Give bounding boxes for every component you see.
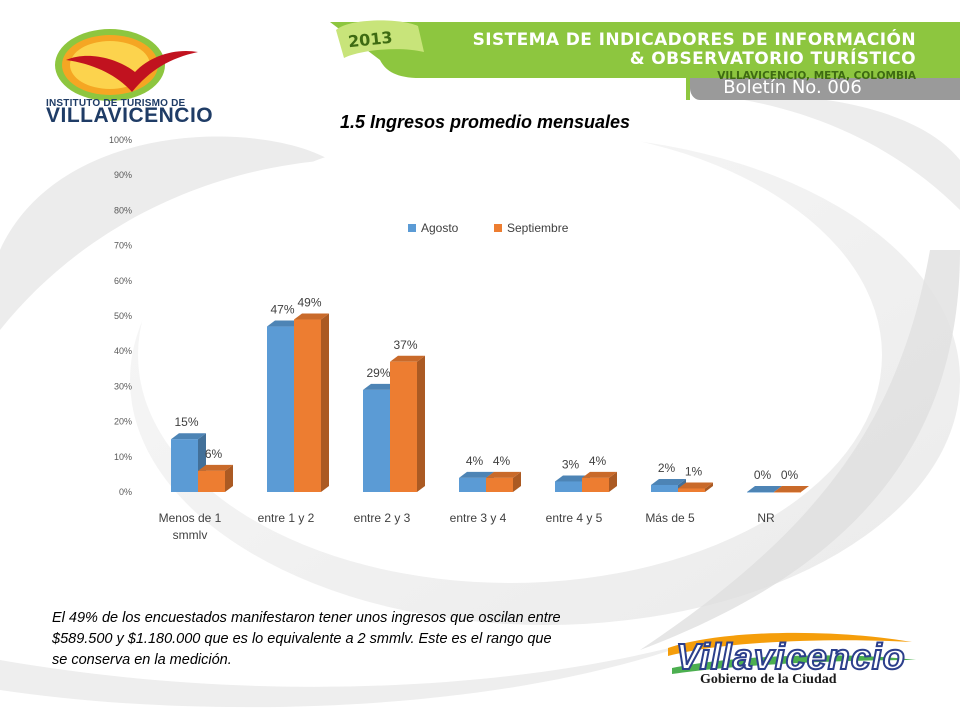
bar-top xyxy=(555,475,590,482)
bar-septiembre xyxy=(486,477,513,492)
header-banner xyxy=(330,22,960,78)
boletin-tab xyxy=(690,78,960,100)
x-tick-label: smmlv xyxy=(173,528,208,542)
bar-septiembre xyxy=(774,492,801,493)
logo-text-villavicencio: VILLAVICENCIO xyxy=(46,104,214,127)
bar-agosto xyxy=(363,389,390,492)
y-tick-label: 30% xyxy=(114,381,132,391)
chart-title: 1.5 Ingresos promedio mensuales xyxy=(339,112,631,132)
data-label: 3% xyxy=(562,457,580,471)
boletin-number: Boletín No. 006 xyxy=(723,77,862,98)
y-tick-label: 80% xyxy=(114,205,132,215)
bar-top xyxy=(294,313,329,320)
data-label: 1% xyxy=(685,464,703,478)
y-tick-label: 50% xyxy=(114,311,132,321)
data-label: 0% xyxy=(781,468,799,482)
bar-septiembre xyxy=(198,470,225,492)
data-label: 2% xyxy=(658,461,676,475)
legend-label: Septiembre xyxy=(507,221,569,235)
y-tick-label: 20% xyxy=(114,417,132,427)
data-label: 15% xyxy=(174,415,198,429)
legend-swatch-agosto xyxy=(408,224,416,232)
data-label: 4% xyxy=(589,454,607,468)
data-label: 6% xyxy=(205,447,223,461)
header-title-line1: SISTEMA DE INDICADORES DE INFORMACIÓN xyxy=(472,30,916,50)
x-tick-label: entre 1 y 2 xyxy=(258,511,315,525)
bar-agosto xyxy=(651,484,678,492)
bar-top xyxy=(363,383,398,390)
x-tick-label: Menos de 1 xyxy=(159,511,222,525)
data-label: 4% xyxy=(493,454,511,468)
bar-side xyxy=(225,464,233,492)
body-text: El 49% de los encuestados manifestaron t… xyxy=(52,610,561,668)
bar-side xyxy=(705,482,713,492)
y-tick-label: 60% xyxy=(114,276,132,286)
bar-agosto xyxy=(267,326,294,492)
data-label: 47% xyxy=(270,303,294,317)
footer-logo-word: Villavicencio xyxy=(675,635,906,678)
bar-agosto xyxy=(459,477,486,492)
bar-septiembre xyxy=(582,477,609,492)
data-label: 49% xyxy=(297,296,321,310)
header-location: VILLAVICENCIO, META, COLOMBIA xyxy=(717,70,916,82)
bar-top xyxy=(459,471,494,478)
bar-agosto xyxy=(171,439,198,492)
y-tick-label: 70% xyxy=(114,241,132,251)
x-tick-label: entre 2 y 3 xyxy=(354,511,411,525)
footer-logo-subtitle: Gobierno de la Ciudad xyxy=(700,672,837,687)
y-tick-label: 10% xyxy=(114,452,132,462)
y-tick-label: 40% xyxy=(114,346,132,356)
bar-top xyxy=(486,471,521,478)
data-label: 29% xyxy=(366,366,390,380)
bar-side xyxy=(513,471,521,492)
data-label: 4% xyxy=(466,454,484,468)
bar-agosto xyxy=(747,492,774,493)
bar-top xyxy=(582,471,617,478)
gobierno-logo xyxy=(668,632,916,674)
bar-septiembre xyxy=(678,488,705,492)
bar-septiembre xyxy=(390,361,417,492)
y-tick-label: 100% xyxy=(109,135,132,145)
legend-swatch-septiembre xyxy=(494,224,502,232)
bar-top xyxy=(651,478,686,485)
header-title-line2: & OBSERVATORIO TURÍSTICO xyxy=(629,49,916,69)
instituto-logo xyxy=(55,29,198,101)
x-tick-label: NR xyxy=(757,511,775,525)
bar-side xyxy=(609,471,617,492)
bar-side xyxy=(321,313,329,492)
bar-top xyxy=(171,433,206,440)
data-label: 37% xyxy=(393,338,417,352)
x-tick-label: entre 3 y 4 xyxy=(450,511,507,525)
x-tick-label: entre 4 y 5 xyxy=(546,511,603,525)
header-title: SISTEMA DE INDICADORES DE INFORMACIÓN & … xyxy=(436,30,916,82)
bar-top xyxy=(774,486,809,492)
bar-top xyxy=(678,482,713,489)
bar-top xyxy=(747,486,782,492)
bar-agosto xyxy=(555,481,582,492)
y-tick-label: 90% xyxy=(114,170,132,180)
bar-septiembre xyxy=(294,319,321,492)
legend-label: Agosto xyxy=(421,221,459,235)
logo-text-instituto: INSTITUTO DE TURISMO DE xyxy=(46,98,186,109)
bar-top xyxy=(267,320,302,327)
bar-top xyxy=(390,355,425,362)
data-label: 0% xyxy=(754,468,772,482)
y-tick-label: 0% xyxy=(119,487,132,497)
bar-top xyxy=(198,464,233,471)
x-tick-label: Más de 5 xyxy=(645,511,695,525)
bar-chart: 0% 10% 20% 30% 40% 50% 60% 70% 80% 90% 100% 15% 6% Me… xyxy=(109,135,809,542)
bar-side xyxy=(417,355,425,492)
